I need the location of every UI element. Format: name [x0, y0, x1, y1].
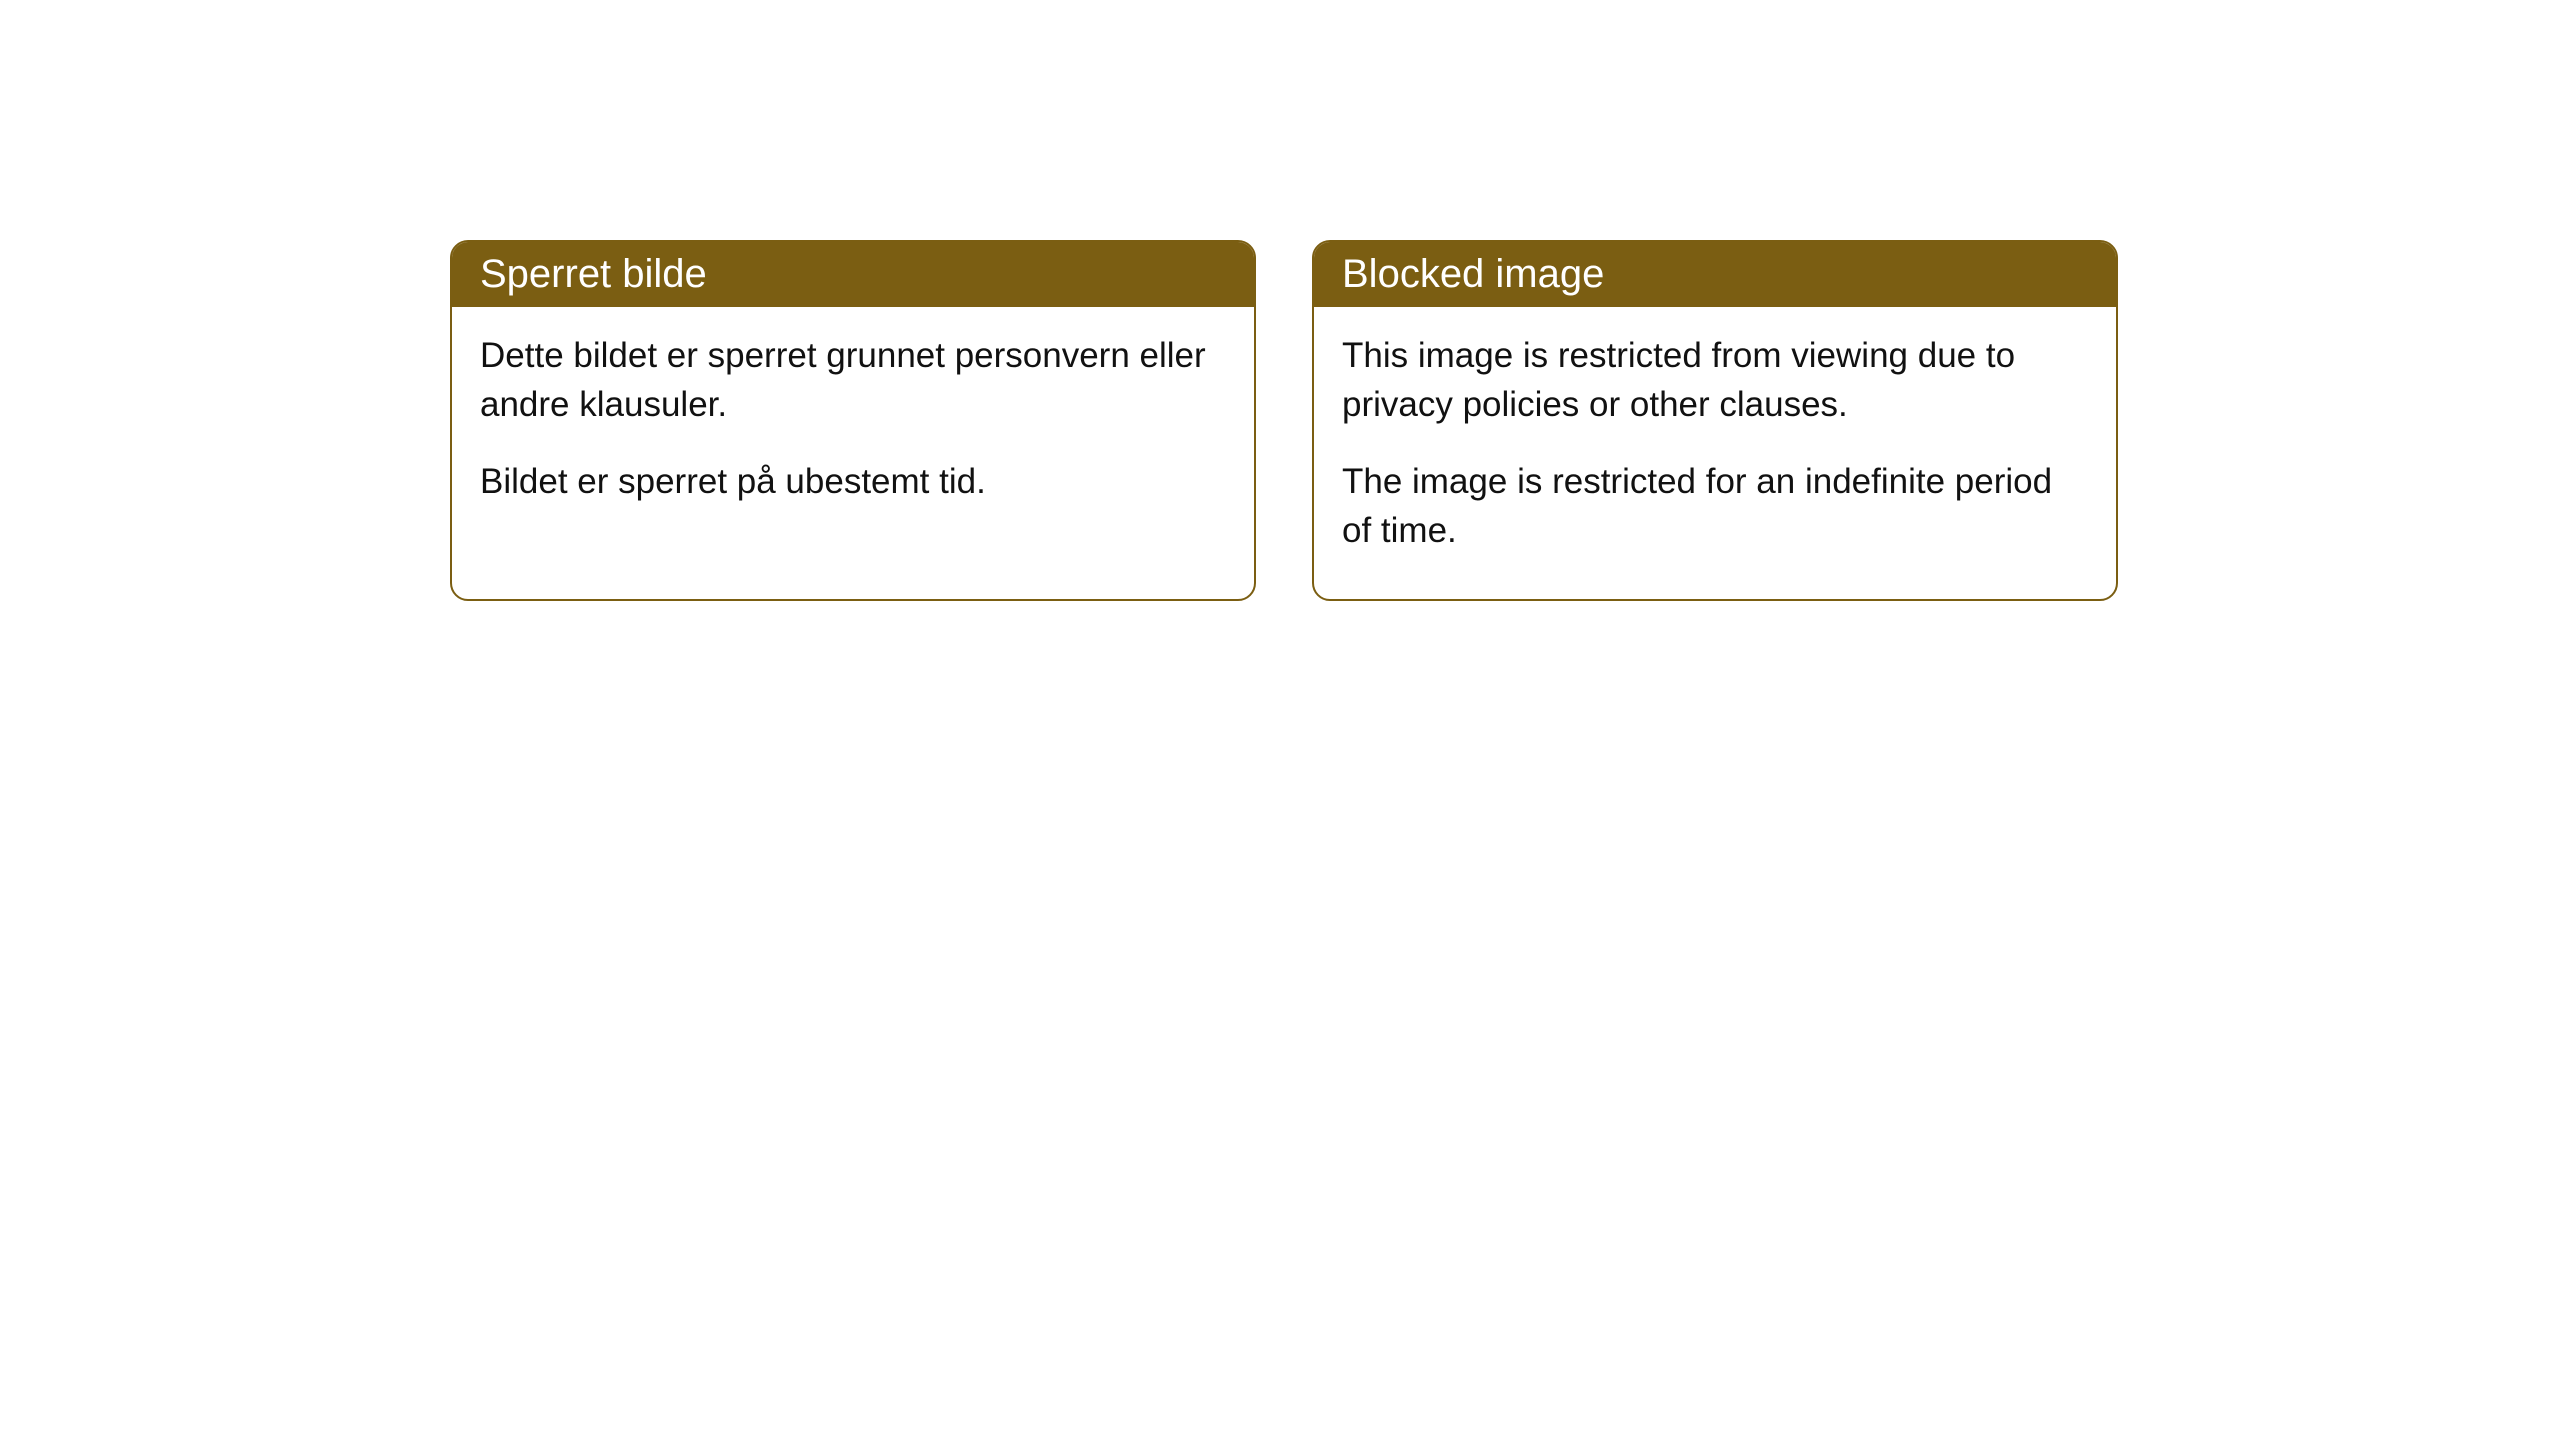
card-body: Dette bildet er sperret grunnet personve…	[452, 307, 1254, 550]
card-title: Sperret bilde	[480, 252, 707, 296]
card-body: This image is restricted from viewing du…	[1314, 307, 2116, 599]
blocked-image-card-norwegian: Sperret bilde Dette bildet er sperret gr…	[450, 240, 1256, 601]
card-header: Blocked image	[1314, 242, 2116, 307]
card-paragraph: This image is restricted from viewing du…	[1342, 331, 2088, 429]
card-paragraph: Dette bildet er sperret grunnet personve…	[480, 331, 1226, 429]
card-paragraph: The image is restricted for an indefinit…	[1342, 457, 2088, 555]
blocked-image-card-english: Blocked image This image is restricted f…	[1312, 240, 2118, 601]
notice-cards-container: Sperret bilde Dette bildet er sperret gr…	[450, 240, 2118, 601]
card-header: Sperret bilde	[452, 242, 1254, 307]
card-paragraph: Bildet er sperret på ubestemt tid.	[480, 457, 1226, 506]
card-title: Blocked image	[1342, 252, 1604, 296]
